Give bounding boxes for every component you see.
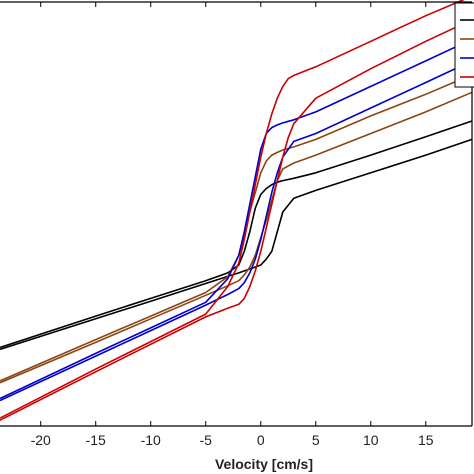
series-layer [0,0,473,421]
plot-area [1,1,472,425]
series-1-upper-branch [0,120,473,349]
legend [454,2,474,88]
series-4-upper-branch [0,0,465,419]
x-tick-label: -20 [31,432,51,448]
series-3-upper-branch [0,38,473,400]
x-tick-label: -15 [86,432,106,448]
series-3-lower-branch [0,60,473,402]
legend-box [454,2,474,88]
x-tick-label: 15 [418,432,434,448]
series-1-lower-branch [0,138,473,351]
x-tick-label: 10 [363,432,379,448]
x-axis-label: Velocity [cm/s] [215,456,313,472]
x-tick-label: 0 [257,432,265,448]
x-tick-label: -5 [200,432,213,448]
x-tick-label: -10 [141,432,161,448]
series-4-lower-branch [0,18,473,421]
series-2-upper-branch [0,73,473,382]
x-axis-ticks: -20 -15 -10 -5 0 5 10 15 [31,2,434,448]
x-tick-label: 5 [312,432,320,448]
